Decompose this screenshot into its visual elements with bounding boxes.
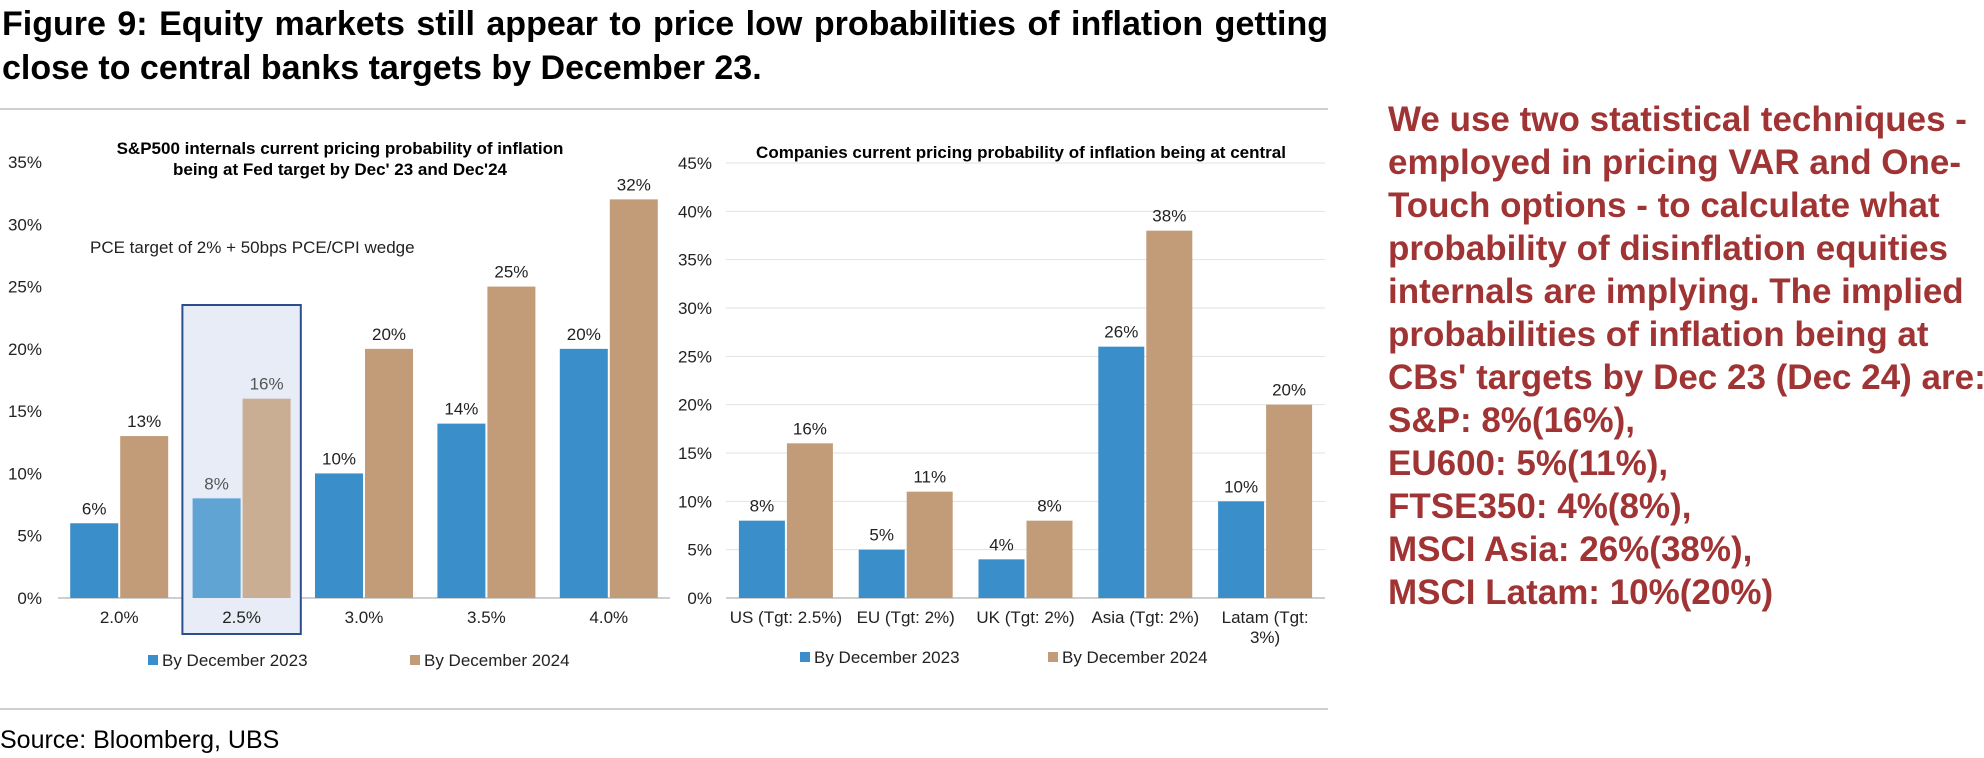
data-label: 14% [444,400,478,419]
chart-title: Companies current pricing probability of… [756,143,1286,162]
y-tick-label: 10% [8,464,42,483]
side-note-line: employed in pricing VAR and One- [1388,143,1962,182]
bar-dec2023 [559,348,608,598]
bar-dec2024 [1266,404,1313,598]
bottom-divider [0,708,1328,710]
side-note-line: EU600: 5%(11%), [1388,444,1669,483]
bar-dec2023 [192,498,241,598]
y-tick-label: 45% [678,154,712,173]
legend-swatch [410,655,420,665]
data-label: 20% [567,325,601,344]
y-tick-label: 5% [17,527,42,546]
x-tick-label: UK (Tgt: 2%) [976,608,1074,627]
y-tick-label: 5% [687,541,712,560]
data-label: 26% [1104,323,1138,342]
side-note-line: CBs' targets by Dec 23 (Dec 24) are: [1388,358,1984,397]
side-note-line: probabilities of inflation being at [1388,315,1929,354]
y-tick-label: 20% [678,396,712,415]
bar-dec2023 [1098,346,1145,598]
legend-swatch [148,655,158,665]
side-note-line: FTSE350: 4%(8%), [1388,487,1692,526]
y-tick-label: 15% [678,444,712,463]
y-tick-label: 15% [8,402,42,421]
x-tick-label: Latam (Tgt: 3%) [1222,608,1309,647]
bar-dec2023 [437,423,486,598]
x-tick-label: 2.5% [222,608,261,627]
x-tick-label: 4.0% [589,608,628,627]
data-label: 32% [617,175,651,194]
y-tick-label: 0% [17,589,42,608]
chart-sp500: 0% 5% 10% 15% 20% 25% 30% 35% 6% 13% 2.0% 8% 16% 2.5%… [8,139,670,670]
bar-dec2024 [120,436,169,598]
bar-dec2024 [242,398,291,598]
side-note-line: internals are implying. The implied [1388,272,1964,311]
side-note-line: MSCI Latam: 10%(20%) [1388,573,1774,612]
data-label: 8% [750,497,775,516]
y-tick-label: 0% [687,589,712,608]
data-label: 13% [127,412,161,431]
bar-dec2024 [786,443,833,598]
data-label: 16% [250,375,284,394]
legend-label: By December 2023 [814,648,960,667]
bar-dec2024 [1146,230,1193,598]
bar-dec2024 [906,491,953,598]
y-tick-label: 30% [678,299,712,318]
data-label: 8% [1037,497,1062,516]
y-tick-label: 30% [8,215,42,234]
x-tick-label: EU (Tgt: 2%) [857,608,955,627]
legend-swatch [1048,652,1058,662]
x-tick-label: 3.5% [467,608,506,627]
bar-dec2023 [315,473,363,598]
bar-dec2023 [70,523,119,598]
y-tick-label: 35% [678,251,712,270]
source-note: Source: Bloomberg, UBS [0,726,280,754]
data-label: 4% [989,535,1014,554]
y-tick-label: 25% [8,278,42,297]
chart-title: S&P500 internals current pricing probabi… [117,139,564,179]
side-note-line: S&P: 8%(16%), [1388,401,1636,440]
data-label: 8% [204,474,229,493]
legend-label: By December 2024 [424,651,570,670]
side-commentary: We use two statistical techniques - emplo… [1388,98,1984,614]
side-note-line: MSCI Asia: 26%(38%), [1388,530,1753,569]
data-label: 20% [372,325,406,344]
bar-dec2023 [858,549,905,598]
figure-title: Figure 9: Equity markets still appear to… [2,5,1328,87]
data-label: 10% [322,449,356,468]
data-label: 16% [793,419,827,438]
bar-dec2023 [978,559,1025,598]
legend-label: By December 2023 [162,651,308,670]
data-label: 25% [494,263,528,282]
side-note-line: We use two statistical techniques - [1388,100,1967,139]
data-label: 5% [869,526,894,545]
legend-swatch [800,652,810,662]
y-tick-label: 25% [678,347,712,366]
side-note-line: probability of disinflation equities [1388,229,1949,268]
bar-dec2024 [487,286,536,598]
x-tick-label: Asia (Tgt: 2%) [1091,608,1199,627]
y-tick-label: 10% [678,492,712,511]
bar-dec2024 [365,348,413,598]
data-label: 38% [1152,207,1186,226]
bar-dec2023 [738,520,785,598]
charts-area: 0% 5% 10% 15% 20% 25% 30% 35% 6% 13% 2.0% 8% 16% 2.5%… [8,139,1325,670]
top-divider [0,108,1328,110]
y-tick-label: 35% [8,153,42,172]
x-tick-label: 2.0% [100,608,139,627]
chart-companies: 0% 5% 10% 15% 20% 25% 30% 35% 40% 45% 8% 16% US (Tgt… [678,143,1325,667]
x-tick-label: US (Tgt: 2.5%) [730,608,842,627]
data-label: 10% [1224,477,1258,496]
bar-dec2023 [1218,501,1265,598]
data-label: 6% [82,499,107,518]
bar-dec2024 [1026,520,1073,598]
legend-label: By December 2024 [1062,648,1208,667]
y-tick-label: 20% [8,340,42,359]
data-label: 11% [913,468,946,487]
chart-annotation: PCE target of 2% + 50bps PCE/CPI wedge [90,238,415,257]
side-note-line: Touch options - to calculate what [1388,186,1940,225]
data-label: 20% [1272,381,1306,400]
y-tick-label: 40% [678,202,712,221]
bar-dec2024 [609,199,658,598]
x-tick-label: 3.0% [345,608,384,627]
